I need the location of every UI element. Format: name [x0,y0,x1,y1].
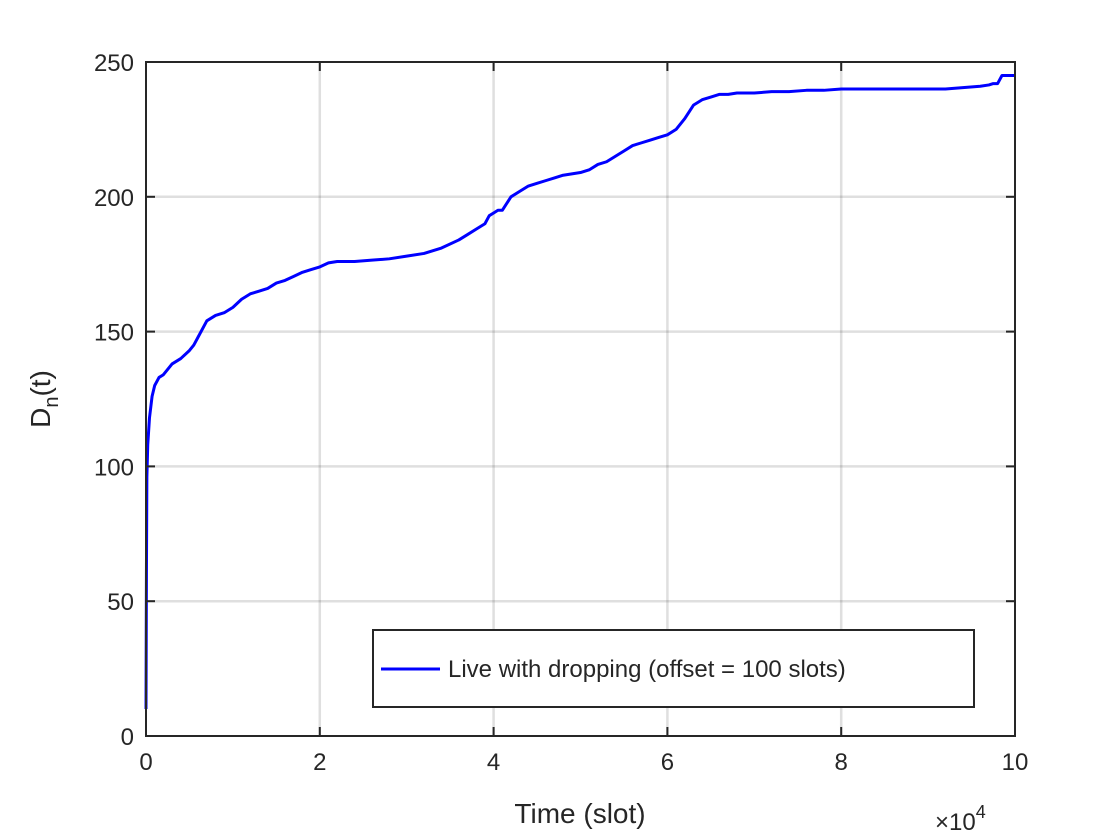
y-tick-label: 50 [107,589,134,616]
legend-box [372,629,975,708]
y-axis-title-subscript: n [41,397,63,408]
y-tick-label: 250 [94,50,134,77]
x-tick-label: 0 [139,749,152,776]
legend: Live with dropping (offset = 100 slots) [372,629,975,708]
y-tick-label: 100 [94,454,134,481]
x-tick-label: 4 [487,749,500,776]
y-axis-title: Dn(t) [25,370,63,428]
y-axis-title-main: D [25,408,56,428]
series-layer [144,73,1015,710]
plot-area [146,62,1015,736]
y-tick-label: 200 [94,185,134,212]
axes-box [145,61,1016,737]
y-axis-tick-labels: 0 50 100 150 200 250 [94,50,134,751]
x-axis-title: Time (slot) [514,798,645,829]
tick-marks [145,61,1016,737]
y-tick-label: 0 [121,724,134,751]
legend-label: Live with dropping (offset = 100 slots) [448,656,846,683]
y-axis-title-suffix: (t) [25,370,56,396]
x-tick-label: 10 [1002,749,1029,776]
x-axis-tick-labels: 0 2 4 6 8 10 [139,749,1028,776]
x-axis-exponent-base: ×10 [935,809,976,836]
x-tick-label: 8 [835,749,848,776]
grid [146,62,1015,736]
x-tick-label: 6 [661,749,674,776]
x-axis-exponent: ×104 [935,802,986,836]
x-axis-exponent-power: 4 [976,802,986,822]
y-tick-label: 150 [94,320,134,347]
series-line [144,73,1015,710]
x-tick-label: 2 [313,749,326,776]
